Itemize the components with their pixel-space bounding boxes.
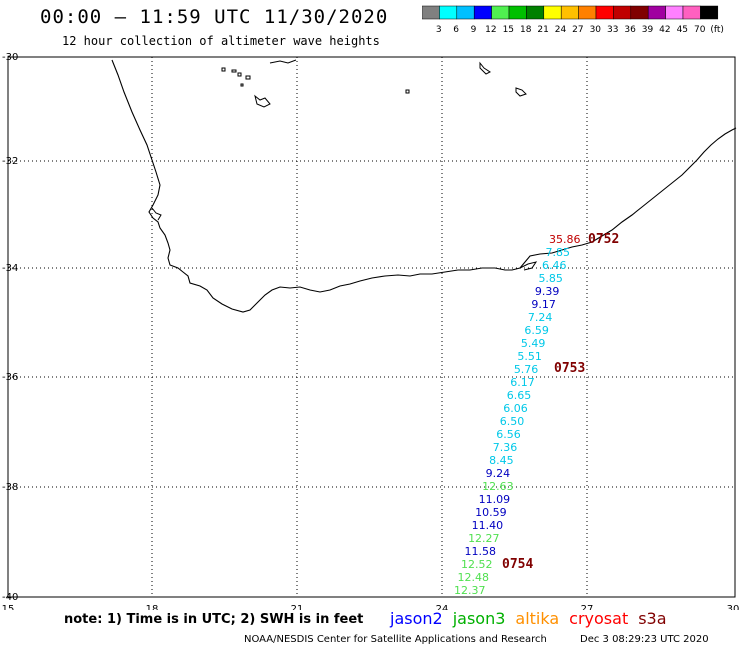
lon-tick-label: 24 — [436, 604, 449, 610]
wave-height-label: 9.17 — [531, 298, 556, 311]
wave-height-label: 5.85 — [538, 272, 563, 285]
wave-height-label: 12.48 — [458, 571, 490, 584]
wave-height-label: 11.40 — [472, 519, 504, 532]
wave-height-label: 11.09 — [479, 493, 511, 506]
lon-tick-label: 30 — [727, 604, 740, 610]
wave-height-label: 7.36 — [493, 441, 518, 454]
wave-height-label: 6.50 — [500, 415, 524, 428]
islands — [221, 59, 527, 108]
scale-label: 33 — [607, 25, 618, 35]
scale-label: 6 — [453, 25, 459, 35]
scale-label: 42 — [659, 25, 670, 35]
scale-label: (ft) — [710, 25, 724, 35]
coastline-detail — [151, 207, 162, 221]
scale-label: 3 — [436, 25, 442, 35]
wave-height-label: 12.37 — [454, 584, 486, 597]
longitude-ticks: 15 18 21 24 27 30 — [2, 604, 740, 610]
color-scale: 3 6 9 12 15 18 21 24 27 30 33 36 39 42 45 70 (ft) — [422, 5, 724, 35]
scale-label: 70 — [694, 25, 706, 35]
latitude-ticks: -30 -32 -34 -36 -38 -40 — [2, 52, 18, 603]
map-subtitle: 12 hour collection of altimeter wave hei… — [62, 34, 380, 48]
lon-tick-label: 15 — [2, 604, 15, 610]
wave-height-label: 12.63 — [482, 480, 514, 493]
pass-time-label: 0752 — [588, 232, 619, 247]
pass-time-label: 0754 — [502, 557, 533, 572]
wave-height-label: 6.56 — [496, 428, 521, 441]
wave-height-label: 6.65 — [507, 389, 532, 402]
credit-text: NOAA/NESDIS Center for Satellite Applica… — [244, 634, 547, 645]
lat-tick-label: -34 — [2, 263, 18, 274]
wave-height-label: 11.58 — [465, 545, 497, 558]
wave-height-label: 12.27 — [468, 532, 500, 545]
scale-label: 21 — [537, 25, 548, 35]
pass-times: 0752 0753 0754 — [502, 232, 619, 572]
lat-tick-label: -32 — [2, 156, 18, 167]
wave-height-label: 35.86 — [549, 233, 581, 246]
wave-height-label: 5.51 — [517, 350, 542, 363]
generation-date: Dec 3 08:29:23 UTC 2020 — [580, 634, 709, 645]
wave-height-label: 12.52 — [461, 558, 493, 571]
scale-label: 15 — [503, 25, 514, 35]
wave-height-label: 7.85 — [545, 246, 570, 259]
lon-tick-label: 18 — [146, 604, 159, 610]
wave-height-label: 7.24 — [528, 311, 553, 324]
scale-label: 39 — [642, 25, 654, 35]
legend-altika: altika — [515, 609, 560, 628]
wave-height-label: 9.39 — [535, 285, 560, 298]
scale-label: 12 — [485, 25, 496, 35]
wave-height-label: 6.46 — [542, 259, 567, 272]
map-frame — [7, 56, 736, 598]
wave-height-label: 10.59 — [475, 506, 507, 519]
wave-height-label: 8.45 — [489, 454, 514, 467]
wave-height-label: 6.17 — [510, 376, 534, 389]
wave-height-label: 6.06 — [503, 402, 528, 415]
lat-tick-label: -38 — [2, 482, 18, 493]
legend-jason2: jason2 — [390, 609, 443, 628]
pass-time-label: 0753 — [554, 361, 585, 376]
scale-label: 45 — [677, 25, 688, 35]
lat-tick-label: -30 — [2, 52, 18, 63]
scale-label: 24 — [555, 25, 567, 35]
lat-tick-label: -36 — [2, 372, 18, 383]
wave-height-label: 9.24 — [486, 467, 511, 480]
wave-height-label: 6.59 — [524, 324, 549, 337]
scale-label: 27 — [572, 25, 583, 35]
scale-label: 9 — [471, 25, 477, 35]
graticule — [8, 57, 735, 597]
scale-label: 30 — [590, 25, 602, 35]
wave-height-label: 5.76 — [514, 363, 539, 376]
map-title: 00:00 – 11:59 UTC 11/30/2020 — [40, 6, 389, 28]
coastline-bay — [519, 261, 538, 271]
footer-note: note: 1) Time is in UTC; 2) SWH is in fe… — [64, 612, 364, 627]
legend-s3a: s3a — [638, 609, 667, 628]
lat-tick-label: -40 — [2, 592, 18, 603]
wave-height-track: 35.867.856.465.859.399.177.246.595.495.5… — [454, 233, 581, 597]
lon-tick-label: 21 — [291, 604, 304, 610]
legend-jason3: jason3 — [452, 609, 506, 628]
wave-height-map: 15 18 21 24 27 30 -30 -32 -34 -36 -38 -40 35.867.8… — [2, 52, 740, 610]
lon-tick-label: 27 — [581, 604, 594, 610]
scale-label: 36 — [624, 25, 636, 35]
scale-label: 18 — [520, 25, 532, 35]
coastline — [111, 59, 737, 313]
wave-height-label: 5.49 — [521, 337, 546, 350]
legend-cryosat: cryosat — [569, 609, 629, 628]
satellite-legend: jason2 jason3 altika cryosat s3a — [390, 609, 677, 628]
scale-swatch — [700, 5, 719, 20]
